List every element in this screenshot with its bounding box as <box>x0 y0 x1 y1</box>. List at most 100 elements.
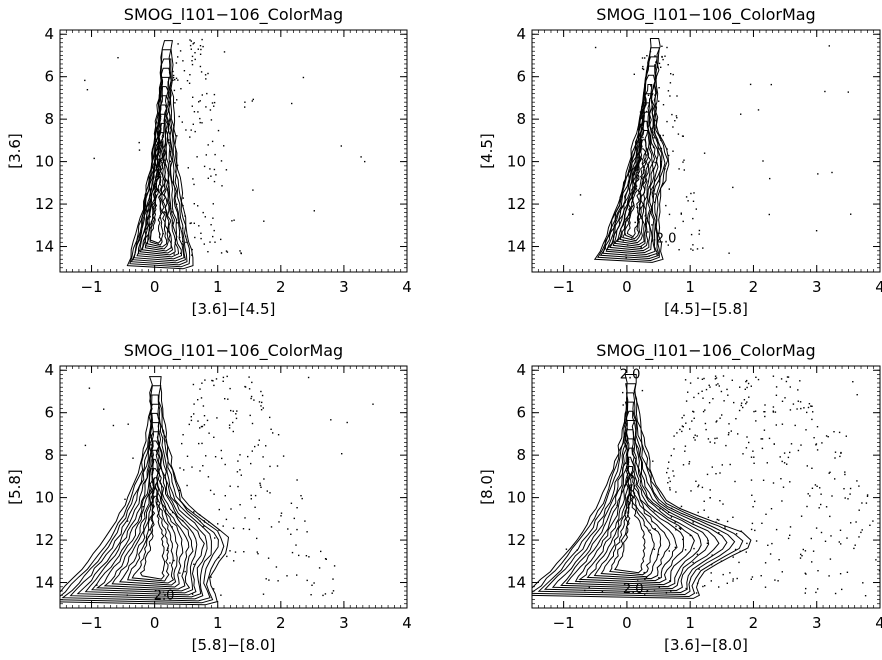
x-axis-label: [4.5]−[5.8] <box>664 300 748 318</box>
data-point <box>207 476 210 478</box>
data-point <box>306 531 308 533</box>
data-point <box>728 423 730 425</box>
data-point <box>260 405 262 407</box>
data-point <box>188 82 191 84</box>
contour-label: 2.0 <box>154 589 175 604</box>
data-point <box>247 455 249 458</box>
data-point <box>696 248 699 250</box>
data-point <box>745 402 747 405</box>
data-point <box>221 457 223 460</box>
x-tick-label: 0 <box>150 278 160 296</box>
data-point <box>332 590 335 592</box>
data-point <box>743 399 746 401</box>
data-point <box>661 45 663 47</box>
data-point <box>764 411 766 413</box>
data-point <box>191 63 194 66</box>
data-point <box>666 471 668 474</box>
x-axis-label: [5.8]−[8.0] <box>192 636 276 654</box>
data-point <box>199 427 201 429</box>
data-point <box>693 436 695 439</box>
data-point <box>738 561 740 564</box>
data-point <box>785 380 788 383</box>
data-point <box>704 422 707 425</box>
data-point <box>631 179 633 181</box>
data-point <box>824 540 827 542</box>
data-point <box>734 548 737 551</box>
data-point <box>799 557 802 559</box>
data-point <box>175 62 178 64</box>
data-point <box>330 419 332 421</box>
data-point <box>296 479 298 481</box>
data-point <box>878 569 880 572</box>
data-point <box>850 522 852 524</box>
data-point <box>282 455 285 457</box>
data-point <box>572 213 574 215</box>
data-point <box>176 203 178 205</box>
data-point <box>692 561 694 564</box>
x-tick-label: 2 <box>749 614 759 632</box>
data-point <box>266 490 268 492</box>
data-point <box>739 550 741 552</box>
data-point <box>169 151 172 153</box>
data-point <box>213 588 215 590</box>
data-point <box>824 90 826 93</box>
data-point <box>280 512 283 514</box>
data-point <box>198 442 200 445</box>
data-point <box>718 586 720 588</box>
data-point <box>667 244 669 246</box>
data-point <box>218 529 220 531</box>
data-point <box>658 62 661 65</box>
data-point <box>828 472 830 474</box>
data-point <box>722 503 724 505</box>
data-point <box>244 106 246 108</box>
data-point <box>665 591 668 594</box>
data-point <box>696 582 699 584</box>
data-point <box>727 434 730 436</box>
data-point <box>257 553 259 555</box>
data-point <box>829 515 831 518</box>
data-point <box>251 381 253 384</box>
data-point <box>147 536 150 538</box>
data-point <box>644 215 646 217</box>
data-point <box>812 411 814 413</box>
data-point <box>680 527 682 529</box>
contour-line <box>614 493 646 574</box>
contour-line <box>605 74 661 256</box>
data-point <box>676 117 678 119</box>
data-point <box>753 456 755 458</box>
plot-frame <box>59 29 408 273</box>
data-point <box>263 478 265 480</box>
data-point <box>780 378 783 380</box>
data-point <box>662 58 664 61</box>
data-point <box>799 401 802 403</box>
data-point <box>174 79 176 81</box>
y-tick-label: 8 <box>44 110 54 128</box>
data-point <box>708 402 711 404</box>
data-point <box>760 438 762 440</box>
data-point <box>168 139 170 141</box>
data-point <box>217 129 220 132</box>
data-point <box>148 529 151 531</box>
data-point <box>193 403 195 405</box>
data-point <box>640 246 642 248</box>
data-point <box>685 196 688 198</box>
data-point <box>172 222 174 224</box>
data-point <box>654 55 656 57</box>
data-point <box>653 190 655 192</box>
data-point <box>765 513 767 515</box>
data-point <box>680 213 682 215</box>
data-point <box>164 594 166 596</box>
data-point <box>733 401 735 404</box>
chart-title: SMOG_l101−106_ColorMag <box>596 5 815 25</box>
data-point <box>163 190 165 192</box>
data-point <box>711 563 713 566</box>
data-point <box>658 586 660 588</box>
y-tick-label: 4 <box>44 361 54 379</box>
data-point <box>643 102 645 104</box>
data-point <box>225 250 228 252</box>
data-point <box>770 508 773 510</box>
data-point <box>750 456 753 458</box>
data-point <box>709 441 711 443</box>
data-point <box>318 567 321 569</box>
data-point <box>211 379 213 382</box>
